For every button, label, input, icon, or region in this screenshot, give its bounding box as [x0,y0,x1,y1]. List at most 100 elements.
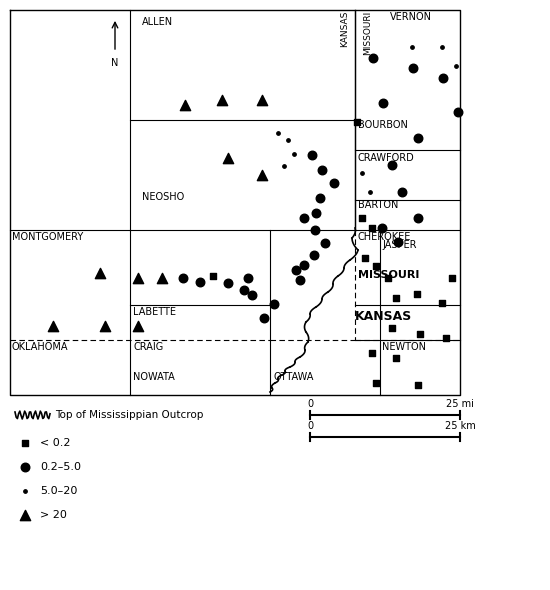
Point [307,150,316,160]
Text: VERNON: VERNON [390,12,432,22]
Point [316,194,324,203]
Text: LABETTE: LABETTE [133,307,176,317]
Text: ALLEN: ALLEN [142,17,173,27]
Point [295,276,304,285]
Text: 5.0–20: 5.0–20 [40,486,78,496]
Point [414,381,422,390]
Point [438,42,447,52]
Point [20,438,29,448]
Text: < 0.2: < 0.2 [40,438,70,448]
Point [438,299,447,308]
Point [408,42,416,52]
Text: CRAWFORD: CRAWFORD [358,153,415,163]
Text: MISSOURI: MISSOURI [363,11,372,55]
Point [454,107,463,117]
Point [48,322,57,331]
Point [442,333,450,343]
Text: 0: 0 [307,399,313,409]
Point [208,271,217,281]
Point [158,273,167,283]
Point [388,160,397,170]
Point [292,266,300,275]
Text: JASPER: JASPER [382,240,416,250]
Point [383,273,392,283]
Point [353,117,361,127]
Point [273,128,282,137]
Text: 0.2–5.0: 0.2–5.0 [40,462,81,472]
Point [20,463,29,472]
Point [452,61,460,71]
Text: OTTAWA: OTTAWA [273,372,314,382]
Point [412,289,421,299]
Point [372,378,381,388]
Point [438,73,447,83]
Point [409,63,417,73]
Point [368,53,377,63]
Point [240,286,249,295]
Point [361,253,370,263]
Text: 0: 0 [307,421,313,431]
Point [179,273,188,283]
Point [101,322,109,331]
Point [358,213,366,222]
Point [372,261,381,271]
Point [398,187,406,196]
Point [196,277,205,287]
Text: > 20: > 20 [40,510,67,520]
Point [257,171,266,180]
Point [392,353,400,363]
Point [260,313,268,323]
Point [414,213,422,222]
Point [414,133,422,143]
Text: N: N [111,58,119,68]
Text: CRAIG: CRAIG [133,342,163,352]
Point [20,486,29,496]
Point [224,153,233,163]
Text: NEOSHO: NEOSHO [142,192,184,202]
Text: OKLAHOMA: OKLAHOMA [12,342,69,352]
Text: CHEROKEE: CHEROKEE [358,232,411,242]
Text: KANSAS: KANSAS [340,11,349,47]
Point [248,290,256,300]
Point [367,348,376,358]
Point [20,510,29,520]
Point [218,95,227,104]
Point [392,293,400,303]
Point [366,187,375,196]
Point [134,322,142,331]
Point [284,135,293,145]
Text: 25 mi: 25 mi [446,399,474,409]
Text: KANSAS: KANSAS [355,310,412,323]
Point [257,95,266,104]
Point [367,223,376,232]
Point [394,237,403,247]
Text: MISSOURI: MISSOURI [358,270,419,280]
Point [329,178,338,188]
Text: 25 km: 25 km [444,421,475,431]
Point [321,238,329,248]
Text: BOURBON: BOURBON [358,120,408,130]
Point [388,323,397,333]
Point [310,250,318,260]
Point [448,273,456,283]
Text: NOWATA: NOWATA [133,372,175,382]
Point [270,299,278,309]
Point [279,161,288,171]
Text: Top of Mississippian Outcrop: Top of Mississippian Outcrop [55,410,204,420]
Point [96,268,104,278]
Point [378,99,387,108]
Point [300,260,309,270]
Point [224,278,233,288]
Point [416,329,425,339]
Point [378,223,387,232]
Text: BARTON: BARTON [358,200,398,210]
Point [180,100,189,110]
Point [134,273,142,283]
Point [300,213,309,222]
Point [317,165,326,175]
Point [244,273,252,283]
Point [358,168,366,178]
Point [312,208,321,218]
Text: MONTGOMERY: MONTGOMERY [12,232,83,242]
Point [311,225,320,235]
